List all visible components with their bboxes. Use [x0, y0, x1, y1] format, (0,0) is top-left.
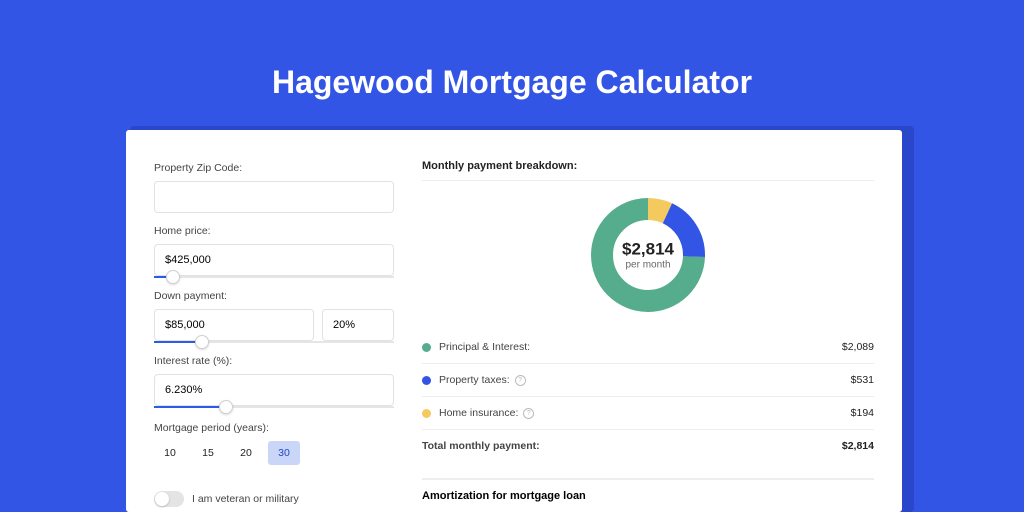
breakdown-column: Monthly payment breakdown: $2,814 per mo…: [422, 154, 874, 488]
breakdown-row-total: Total monthly payment: $2,814: [422, 430, 874, 462]
period-btn-30[interactable]: 30: [268, 441, 300, 465]
veteran-toggle-knob: [155, 492, 169, 506]
page-root: Hagewood Mortgage Calculator Property Zi…: [0, 0, 1024, 512]
breakdown-row-insurance: Home insurance: ? $194: [422, 397, 874, 430]
period-options: 10 15 20 30: [154, 441, 394, 465]
total-label: Total monthly payment:: [422, 440, 540, 452]
period-label: Mortgage period (years):: [154, 422, 394, 434]
donut-chart: $2,814 per month: [586, 193, 710, 317]
down-payment-slider-thumb[interactable]: [195, 335, 209, 349]
period-btn-10[interactable]: 10: [154, 441, 186, 465]
info-icon[interactable]: ?: [515, 375, 526, 386]
principal-value: $2,089: [842, 341, 874, 353]
down-payment-slider[interactable]: [154, 341, 394, 343]
page-title: Hagewood Mortgage Calculator: [0, 0, 1024, 101]
dot-insurance-icon: [422, 409, 431, 418]
insurance-label: Home insurance:: [439, 407, 518, 419]
form-column: Property Zip Code: Home price: Down paym…: [154, 154, 394, 488]
zip-input[interactable]: [154, 181, 394, 213]
veteran-label: I am veteran or military: [192, 493, 299, 505]
taxes-label: Property taxes:: [439, 374, 510, 386]
donut-center: $2,814 per month: [622, 240, 674, 271]
down-payment-row: [154, 309, 394, 341]
insurance-value: $194: [851, 407, 874, 419]
interest-label: Interest rate (%):: [154, 355, 394, 367]
dot-taxes-icon: [422, 376, 431, 385]
home-price-slider[interactable]: [154, 276, 394, 278]
principal-label: Principal & Interest:: [439, 341, 530, 353]
calculator-card: Property Zip Code: Home price: Down paym…: [126, 130, 902, 512]
info-icon[interactable]: ?: [523, 408, 534, 419]
dot-principal-icon: [422, 343, 431, 352]
down-payment-input[interactable]: [154, 309, 314, 341]
breakdown-row-taxes: Property taxes: ? $531: [422, 364, 874, 397]
total-value: $2,814: [842, 440, 874, 452]
home-price-slider-thumb[interactable]: [166, 270, 180, 284]
home-price-input[interactable]: [154, 244, 394, 276]
interest-input[interactable]: [154, 374, 394, 406]
interest-slider[interactable]: [154, 406, 394, 408]
period-btn-15[interactable]: 15: [192, 441, 224, 465]
period-btn-20[interactable]: 20: [230, 441, 262, 465]
amortization-heading: Amortization for mortgage loan: [422, 478, 874, 506]
donut-center-sub: per month: [622, 260, 674, 271]
down-payment-pct-input[interactable]: [322, 309, 394, 341]
taxes-value: $531: [851, 374, 874, 386]
breakdown-heading: Monthly payment breakdown:: [422, 160, 874, 181]
donut-container: $2,814 per month: [422, 181, 874, 323]
interest-slider-thumb[interactable]: [219, 400, 233, 414]
zip-label: Property Zip Code:: [154, 162, 394, 174]
veteran-row: I am veteran or military: [154, 491, 394, 507]
veteran-toggle[interactable]: [154, 491, 184, 507]
donut-center-value: $2,814: [622, 240, 674, 260]
breakdown-row-principal: Principal & Interest: $2,089: [422, 331, 874, 364]
breakdown-list: Principal & Interest: $2,089 Property ta…: [422, 331, 874, 462]
down-payment-label: Down payment:: [154, 290, 394, 302]
home-price-label: Home price:: [154, 225, 394, 237]
